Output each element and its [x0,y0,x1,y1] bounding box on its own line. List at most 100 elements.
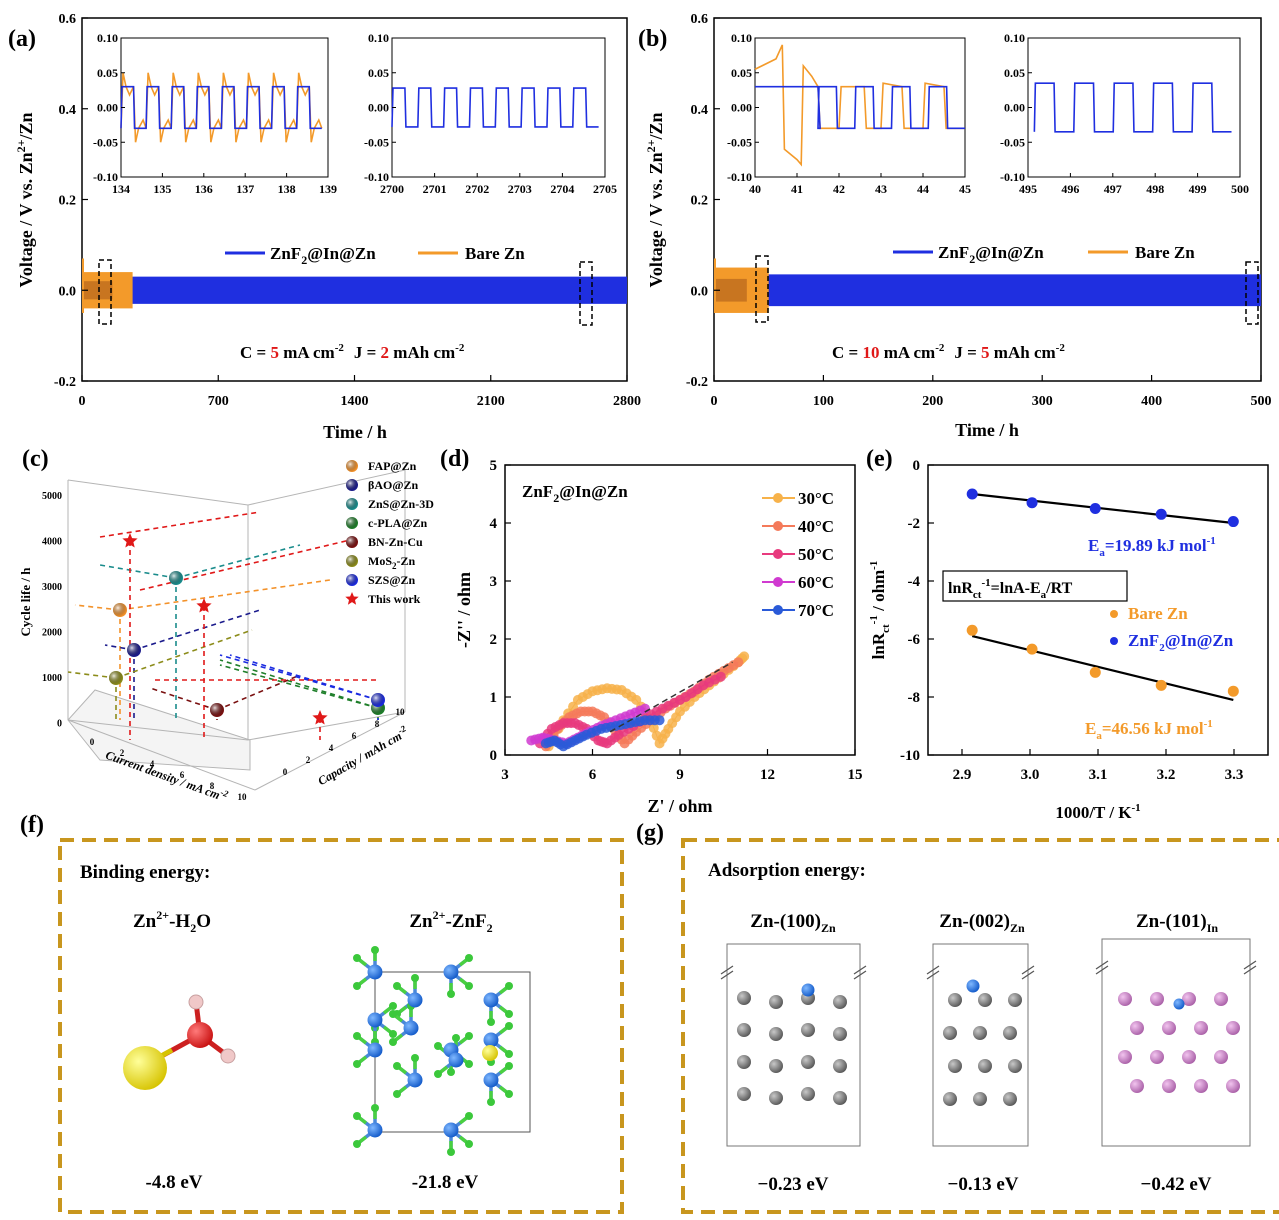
panel-f-molecule-1-name: Zn2+-H2O [133,908,211,935]
slab-atom [801,1023,815,1037]
b-ytick-label: 0.6 [691,12,709,27]
slab-atom [1118,992,1132,1006]
panel-c-projection-line [219,664,379,709]
fluorine-atom [447,990,455,998]
panel-d-legend-marker [773,605,783,615]
panel-d-xtick-label: 9 [676,767,684,783]
a-in1-ytick-label: 0.10 [97,31,118,45]
panel-a-inset-2-blue-trace [391,87,599,128]
adsorbed-zn-atom [966,979,980,993]
panel-e-series [966,488,1239,701]
fluorine-atom [487,1018,495,1026]
b-in2-ytick-label: 0.00 [1004,101,1025,115]
panel-d-xtick-label: 3 [501,767,509,783]
b-xtick-label: 500 [1251,394,1272,409]
panel-c-ztick-label: 2000 [42,628,62,639]
b-in2-ytick-label: -0.05 [1000,135,1025,149]
fluorine-atom [393,1062,401,1070]
panel-d-xtick-label: 6 [589,767,597,783]
panel-c-ytick-label: 2 [306,755,311,765]
panel-c-point-shine [169,571,183,585]
panel-c-legend-label: This work [368,592,421,606]
slab-atom [737,991,751,1005]
b-xtick-label: 300 [1032,394,1053,409]
b-in1-ytick-label: 0.10 [731,31,752,45]
panel-f-heading: Binding energy: [80,862,210,883]
panel-e-ytick-label: -2 [908,516,921,532]
slab-atom [769,1027,783,1041]
slab-1-image [720,943,867,1147]
panel-c-ztick-label: 4000 [42,537,62,548]
slab-2-image [926,943,1035,1147]
fluorine-atom [389,1010,397,1018]
b-in2-xtick-label: 495 [1019,182,1037,196]
fluorine-atom [465,1032,473,1040]
slab-atom [948,1059,962,1073]
panel-e-equation: lnRct-1=lnA-Ea/RT [948,577,1073,601]
panel-c-star-point [312,710,328,725]
adsorbed-zn-atom [1173,998,1185,1010]
panel-a-xticks: 0 700 1400 2100 2800 [79,375,641,409]
panel-c-label: (c) [22,446,49,472]
slab-atom [769,995,783,1009]
panel-e-point [1089,666,1101,678]
a-xtick-label: 1400 [341,394,369,409]
slab-atom [833,1027,847,1041]
panel-c-ytick-label: 6 [352,731,357,741]
panel-b-inset-2-xticks: 495 496 497 498 499 500 [1019,173,1249,196]
adsorbed-zn-atom [801,983,815,997]
panel-a-inset-2-yticks: 0.10 0.05 0.00 -0.05 -0.10 [364,31,396,184]
a-in1-xtick-label: 136 [195,182,213,196]
slab-atom [1226,1021,1240,1035]
panel-d-legend-label: 40°C [798,517,834,536]
panel-e-ytick-label: -8 [908,690,921,706]
a-in1-xtick-label: 134 [112,182,130,196]
panel-e-legend-blue-marker [1110,637,1118,645]
panel-a-inset-1: 134 135 136 137 138 139 0.10 0.05 0.00 -0.05 -0.1… [93,31,337,196]
panel-c-projection-line [216,674,301,711]
b-ytick-label: 0.0 [691,284,709,299]
a-orange-core [82,281,113,300]
zinc-atom [403,1020,419,1036]
panel-a-legend-orange: Bare Zn [465,244,525,263]
panel-d-xtick-label: 12 [760,767,775,783]
panel-f: (f) Binding energy: Zn2+-H2O Zn2+-ZnF2 -… [20,812,624,1214]
b-blue-band [714,274,1261,307]
panel-c-ylabel: Capacity / mAh cm-2 [314,723,411,788]
slab-atom [943,1092,957,1106]
panel-g-energy-3: −0.42 eV [1141,1174,1212,1195]
fluorine-atom [389,1002,397,1010]
zinc-atom [367,964,383,980]
fluorine-atom [447,1148,455,1156]
panel-c-point-shine [127,643,141,657]
b-xtick-label: 200 [922,394,943,409]
slab-break-mark [853,965,867,975]
fluorine-atom [411,1054,419,1062]
fluorine-atom [371,1104,379,1112]
fluorine-atom [371,946,379,954]
panel-c-ztick-label: 1000 [42,673,62,684]
slab-atom [978,993,992,1007]
slab-break-mark [1243,960,1257,970]
a-ytick-label: 0.6 [59,12,77,27]
panel-c-xticks: 0 2 4 6 8 10 [90,737,247,802]
a-in2-xtick-label: 2700 [380,182,404,196]
panel-e-point [1026,643,1038,655]
slab-atom [1003,1092,1017,1106]
panel-c-projection-line [67,671,117,679]
panel-c-projection-line [74,604,121,611]
panel-c-legend-label: c-PLA@Zn [368,516,427,530]
fluorine-atom [447,1068,455,1076]
panel-a-label: (a) [8,26,36,52]
panel-e-point [1155,508,1167,520]
a-in2-ytick-label: 0.10 [368,31,389,45]
panel-c-projection-line [219,654,379,701]
slab-atom [833,995,847,1009]
b-ytick-label: 0.2 [691,194,709,209]
b-in1-xtick-label: 41 [791,182,803,196]
fluorine-atom [393,982,401,990]
slab-break-mark [720,970,734,980]
panel-a-zoom-box-1 [98,259,112,325]
a-in1-xtick-label: 138 [278,182,296,196]
panel-c-legend-label: BN-Zn-Cu [368,535,423,549]
